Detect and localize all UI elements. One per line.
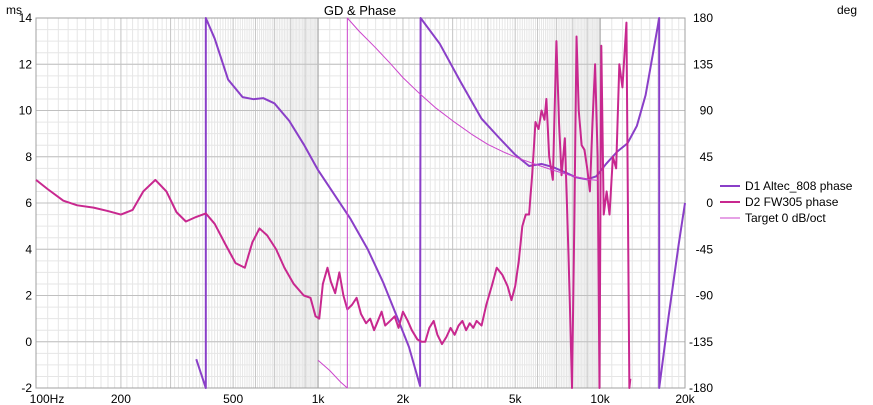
left-tick-label: 10 — [19, 104, 33, 118]
left-tick-label: 6 — [25, 196, 32, 210]
right-axis-unit: deg — [837, 3, 857, 17]
right-tick-label: -135 — [689, 335, 713, 349]
right-tick-label: -90 — [696, 289, 714, 303]
x-tick-label: 2k — [397, 392, 411, 405]
series-line-2 — [35, 21, 632, 389]
right-axis-ticks: 180 135 90 45 0 -45 -90 -135 -180 — [689, 11, 713, 395]
left-tick-label: 12 — [19, 57, 33, 71]
x-tick-label: 100Hz — [30, 392, 65, 405]
right-tick-label: 0 — [706, 196, 713, 210]
legend: D1 Altec_808 phase D2 FW305 phase Target 0… — [720, 179, 853, 225]
x-tick-label: 500 — [223, 392, 243, 405]
major-gridlines — [35, 17, 686, 389]
x-tick-label: 5k — [509, 392, 523, 405]
left-tick-label: 0 — [25, 335, 32, 349]
legend-label-3: Target 0 dB/oct — [745, 211, 826, 225]
left-tick-label: 4 — [25, 242, 32, 256]
legend-label-2: D2 FW305 phase — [745, 195, 839, 209]
x-tick-label: 10k — [590, 392, 610, 405]
chart-title: GD & Phase — [324, 3, 396, 18]
left-tick-label: -2 — [21, 381, 32, 395]
right-tick-label: -180 — [689, 381, 713, 395]
x-tick-label: 20k — [675, 392, 695, 405]
right-tick-label: 135 — [693, 57, 713, 71]
left-axis-ticks: 14 12 10 8 6 4 2 0 -2 — [19, 11, 33, 395]
left-tick-label: 2 — [25, 289, 32, 303]
x-tick-label: 1k — [312, 392, 326, 405]
series-line-3 — [317, 17, 598, 389]
right-tick-label: -45 — [696, 242, 714, 256]
series-layer — [35, 17, 686, 389]
right-tick-label: 90 — [700, 104, 714, 118]
left-axis-unit: ms — [6, 3, 22, 17]
left-tick-label: 14 — [19, 11, 33, 25]
left-tick-label: 8 — [25, 150, 32, 164]
x-tick-label: 200 — [111, 392, 131, 405]
right-tick-label: 180 — [693, 11, 713, 25]
series-line-1 — [195, 17, 686, 389]
x-axis-ticks: 100Hz 200 500 1k 2k 5k 10k 20k — [30, 392, 696, 405]
legend-label-1: D1 Altec_808 phase — [745, 179, 853, 193]
right-tick-label: 45 — [700, 150, 714, 164]
